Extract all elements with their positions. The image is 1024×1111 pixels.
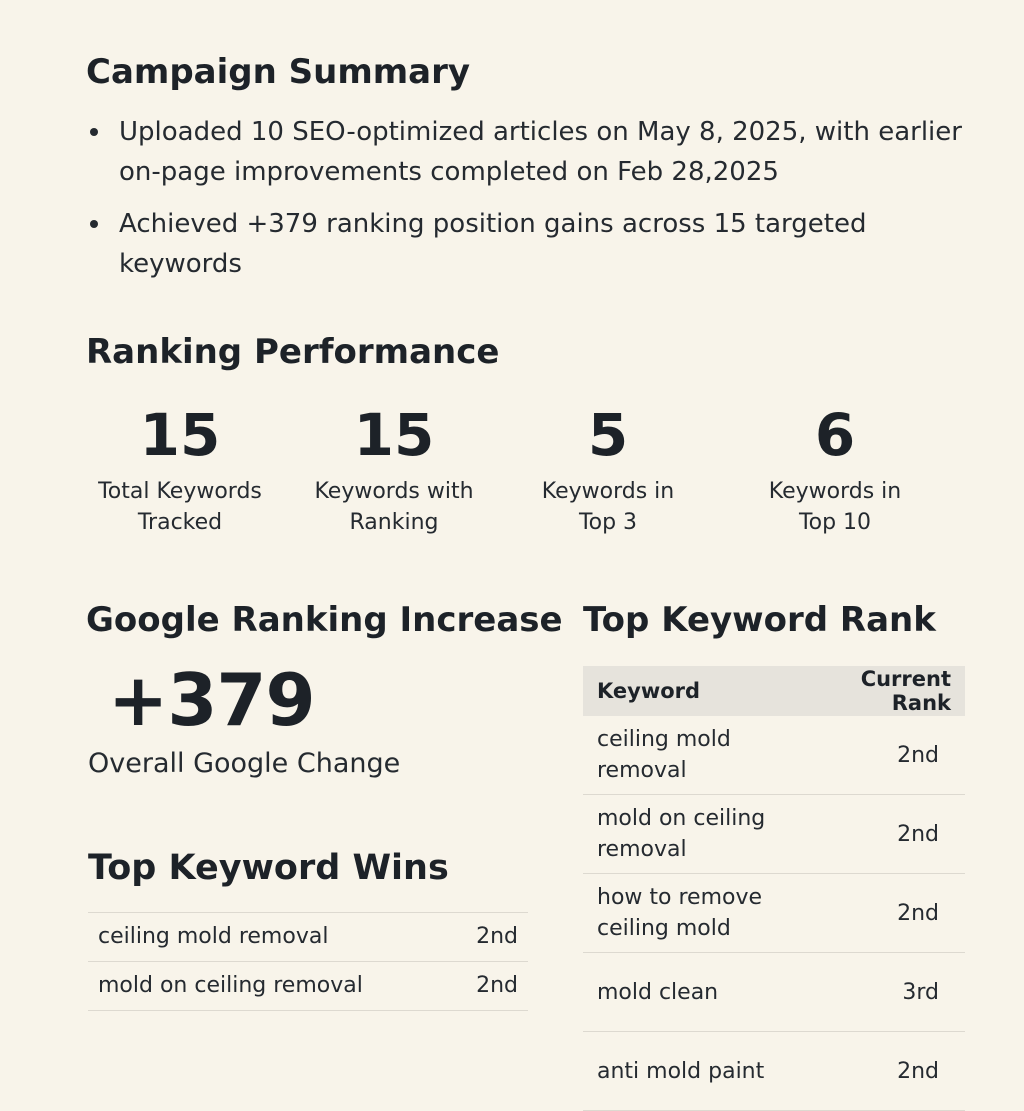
rank-cell: 2nd: [841, 794, 965, 874]
table-row: how to remove ceiling mold 2nd: [583, 873, 965, 953]
rank-cell: 2nd: [449, 961, 528, 1011]
stat-label: Keywords in Top 10: [768, 479, 902, 535]
keyword-cell: anti mold paint: [583, 1031, 841, 1111]
stat-label: Total Keywords Tracked: [98, 479, 262, 535]
stat-value: 15: [139, 401, 221, 469]
overall-google-change-value: +379: [108, 658, 316, 742]
rank-cell: 2nd: [449, 912, 528, 962]
summary-bullet: Uploaded 10 SEO-optimized articles on Ma…: [90, 112, 990, 192]
top-keyword-rank-table: Keyword Current Rank ceiling mold remova…: [583, 666, 965, 1111]
summary-bullet: Achieved +379 ranking position gains acr…: [90, 204, 990, 284]
table-row: mold on ceiling removal 2nd: [583, 794, 965, 874]
stat-keywords-with-ranking: 15 Keywords with Ranking: [284, 400, 504, 538]
column-header-current-rank: Current Rank: [841, 666, 965, 716]
table-row: mold clean 3rd: [583, 952, 965, 1032]
summary-bullet-text: Uploaded 10 SEO-optimized articles on Ma…: [119, 117, 962, 187]
google-ranking-increase-heading: Google Ranking Increase: [86, 600, 563, 640]
stat-label: Keywords with Ranking: [314, 479, 474, 535]
bullet-dot-icon: [90, 220, 98, 228]
top-keyword-rank-heading: Top Keyword Rank: [583, 600, 936, 640]
stat-keywords-top-3: 5 Keywords in Top 3: [498, 400, 718, 538]
stat-value: 5: [587, 401, 629, 469]
stat-total-keywords: 15 Total Keywords Tracked: [70, 400, 290, 538]
table-row: ceiling mold removal 2nd: [88, 912, 528, 962]
keyword-cell: mold clean: [583, 952, 841, 1032]
column-header-keyword: Keyword: [583, 666, 841, 716]
rank-cell: 2nd: [841, 873, 965, 953]
ranking-performance-heading: Ranking Performance: [86, 332, 500, 372]
rank-cell: 2nd: [841, 1031, 965, 1111]
table-row: anti mold paint 2nd: [583, 1031, 965, 1111]
stat-value: 15: [353, 401, 435, 469]
top-keyword-wins-table: ceiling mold removal 2nd mold on ceiling…: [88, 912, 528, 1011]
keyword-cell: ceiling mold removal: [583, 716, 841, 795]
table-row: mold on ceiling removal 2nd: [88, 961, 528, 1011]
table-header-row: Keyword Current Rank: [583, 666, 965, 716]
stat-label: Keywords in Top 3: [541, 479, 675, 535]
campaign-summary-list: Uploaded 10 SEO-optimized articles on Ma…: [90, 112, 990, 296]
keyword-cell: mold on ceiling removal: [583, 794, 841, 874]
keyword-cell: ceiling mold removal: [88, 912, 450, 962]
table-row: ceiling mold removal 2nd: [583, 716, 965, 795]
keyword-cell: mold on ceiling removal: [88, 961, 450, 1011]
top-keyword-wins-heading: Top Keyword Wins: [88, 848, 449, 888]
summary-bullet-text: Achieved +379 ranking position gains acr…: [119, 209, 867, 279]
overall-google-change-label: Overall Google Change: [88, 748, 401, 779]
campaign-summary-heading: Campaign Summary: [86, 52, 471, 92]
bullet-dot-icon: [90, 128, 98, 136]
keyword-cell: how to remove ceiling mold: [583, 873, 841, 953]
stat-value: 6: [814, 401, 856, 469]
rank-cell: 3rd: [841, 952, 965, 1032]
stat-keywords-top-10: 6 Keywords in Top 10: [725, 400, 945, 538]
rank-cell: 2nd: [841, 716, 965, 795]
